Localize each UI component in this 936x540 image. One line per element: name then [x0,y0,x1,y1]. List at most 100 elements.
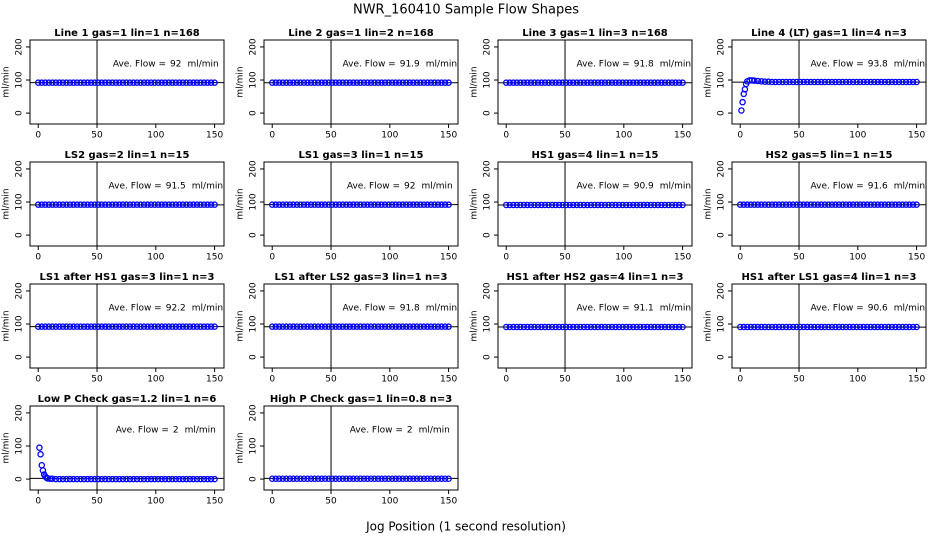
point [434,201,442,208]
point [445,201,452,208]
point [658,323,665,331]
point [360,475,368,483]
point [672,201,679,209]
y-tick-label: 100 [717,71,727,88]
y-tick-label: 100 [249,193,259,210]
point [34,79,42,86]
point [161,201,169,208]
point [744,201,751,208]
x-tick-label: 0 [35,497,41,507]
point [591,201,598,209]
point [761,323,769,331]
point [211,475,218,483]
point [169,475,176,483]
point [49,79,56,86]
point [276,323,283,330]
point [56,323,63,330]
point [388,323,396,330]
point [626,323,633,331]
point [84,201,91,208]
point [91,79,98,86]
point [818,78,825,86]
point [531,201,538,209]
point [524,323,531,331]
point [654,323,662,331]
x-tick-label: 150 [440,375,457,385]
point [339,201,347,208]
point [335,201,343,208]
annotation: Ave. Flow = 2 ml/min [350,425,450,435]
x-tick-label: 150 [674,131,691,141]
x-tick-label: 50 [325,375,337,385]
point [374,201,382,208]
point [318,79,325,86]
point [867,323,874,331]
point [343,201,350,208]
point [38,323,46,330]
annotation-value: 91.5 [166,181,186,191]
point [434,323,442,330]
y-tick-label: 0 [717,110,727,116]
point [832,201,839,208]
point [427,475,435,483]
point [378,201,385,208]
point [207,79,215,86]
point [800,201,807,208]
point [42,201,49,208]
point [286,201,294,208]
point [204,79,211,86]
point [87,79,95,86]
point [374,79,382,86]
point [193,201,201,208]
annotation: Ave. Flow = 92.2 ml/min [109,303,224,313]
point [895,201,903,208]
x-tick-label: 50 [559,253,571,263]
point [176,201,183,208]
point [424,201,431,208]
point [357,475,364,483]
point [154,323,162,330]
point [793,78,800,86]
point [629,323,637,331]
point [197,323,204,330]
point [80,201,88,208]
annotation-value: 93.8 [868,59,888,69]
annotation-prefix: Ave. Flow = [577,59,630,69]
point [200,323,208,330]
point [73,201,81,208]
points [736,323,920,331]
point [510,201,517,209]
point [343,475,350,483]
y-tick-label: 200 [717,38,727,55]
point [147,323,155,330]
annotation-unit: ml/min [426,59,457,69]
y-tick-label: 100 [483,193,493,210]
point [615,201,623,209]
point [548,201,556,209]
annotation-prefix: Ave. Flow = [811,59,864,69]
point [360,79,368,86]
point [63,323,70,330]
chart-title: NWR_160410 Sample Flow Shapes [353,3,579,18]
plot-frame [497,161,693,247]
point [364,201,371,208]
x-tick-label: 150 [206,375,223,385]
panel-title: Line 2 gas=1 lin=2 n=168 [288,28,434,39]
point [846,78,853,86]
point [343,79,350,86]
point [105,475,113,483]
x-tick-label: 100 [147,497,164,507]
y-tick-label: 200 [717,160,727,177]
point [300,475,308,483]
point [56,79,63,86]
point [279,475,287,483]
panel-title: HS1 after HS2 gas=4 lin=1 n=3 [506,272,683,283]
panel-title: Low P Check gas=1.2 lin=1 n=6 [38,394,217,405]
point [573,79,581,86]
point [123,323,130,330]
point [909,78,917,86]
point [276,79,283,86]
y-tick-label: 200 [15,38,25,55]
point [825,323,832,331]
annotation: Ave. Flow = 92 ml/min [347,181,453,191]
